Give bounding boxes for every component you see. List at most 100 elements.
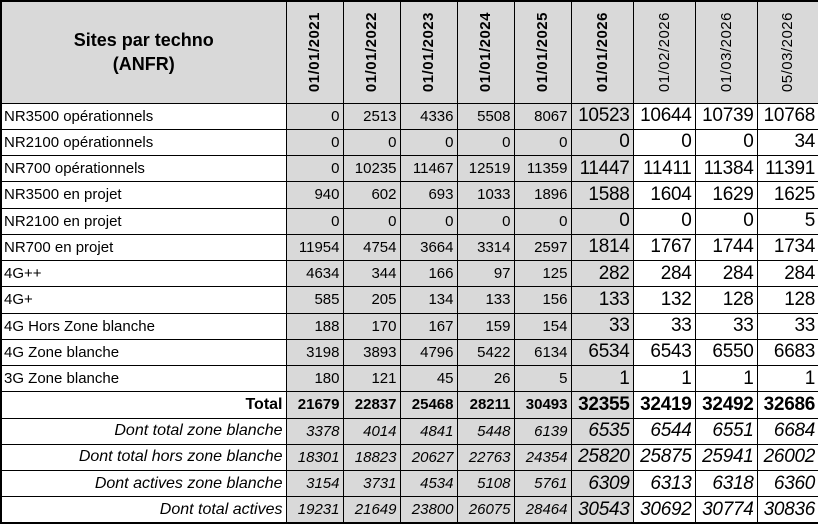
cell-value: 25468	[399, 391, 458, 419]
cell-value: 6684	[756, 417, 818, 445]
cell-value: 1625	[756, 181, 818, 209]
cell-value: 11447	[570, 154, 634, 183]
cell-value: 6134	[513, 338, 572, 367]
row-label: 4G+	[0, 286, 287, 314]
cell-value: 6551	[694, 417, 758, 445]
cell-value: 0	[694, 128, 758, 157]
cell-value: 18823	[342, 443, 401, 472]
cell-value: 4841	[399, 417, 458, 445]
table-row: Dont total zone blanche 3378 4014 4841 5448 6…	[0, 417, 818, 445]
cell-value: 282	[570, 259, 634, 288]
cell-value: 26075	[456, 496, 515, 524]
cell-value: 11954	[285, 233, 344, 262]
header-row: Sites par techno (ANFR) 01/01/2021 01/01/…	[0, 0, 818, 104]
row-label: 3G Zone blanche	[0, 364, 287, 393]
cell-value: 134	[399, 286, 458, 314]
cell-value: 24354	[513, 443, 572, 472]
column-header: 01/01/2025	[513, 0, 572, 104]
cell-value: 28211	[456, 391, 515, 419]
row-label: NR700 opérationnels	[0, 154, 287, 183]
cell-value: 22763	[456, 443, 515, 472]
cell-value: 18301	[285, 443, 344, 472]
cell-value: 3731	[342, 469, 401, 498]
cell-value: 25820	[570, 443, 634, 472]
cell-value: 45	[399, 364, 458, 393]
cell-value: 10523	[570, 102, 634, 130]
cell-value: 170	[342, 312, 401, 340]
cell-value: 693	[399, 181, 458, 209]
row-label: Dont total hors zone blanche	[0, 443, 287, 472]
table-row: NR2100 en projet 0 0 0 0 0 0 0 0 5	[0, 207, 818, 235]
cell-value: 11391	[756, 154, 818, 183]
cell-value: 3198	[285, 338, 344, 367]
cell-value: 1033	[456, 181, 515, 209]
cell-value: 10768	[756, 102, 818, 130]
cell-value: 5108	[456, 469, 515, 498]
cell-value: 30836	[756, 496, 818, 524]
cell-value: 0	[285, 154, 344, 183]
cell-value: 1604	[632, 181, 696, 209]
cell-value: 23800	[399, 496, 458, 524]
cell-value: 133	[570, 286, 634, 314]
cell-value: 121	[342, 364, 401, 393]
cell-value: 6550	[694, 338, 758, 367]
cell-value: 4014	[342, 417, 401, 445]
cell-value: 6360	[756, 469, 818, 498]
cell-value: 10235	[342, 154, 401, 183]
cell-value: 5	[756, 207, 818, 235]
cell-value: 3664	[399, 233, 458, 262]
cell-value: 1814	[570, 233, 634, 262]
cell-value: 19231	[285, 496, 344, 524]
cell-value: 32355	[570, 391, 634, 419]
cell-value: 33	[570, 312, 634, 340]
column-header: 01/01/2023	[399, 0, 458, 104]
cell-value: 21649	[342, 496, 401, 524]
cell-value: 33	[756, 312, 818, 340]
column-header: 01/01/2026	[570, 0, 634, 104]
cell-value: 0	[513, 207, 572, 235]
cell-value: 4634	[285, 259, 344, 288]
column-header-date: 01/01/2025	[534, 12, 551, 93]
cell-value: 3893	[342, 338, 401, 367]
cell-value: 1744	[694, 233, 758, 262]
cell-value: 284	[756, 259, 818, 288]
row-label: NR3500 opérationnels	[0, 102, 287, 130]
cell-value: 6313	[632, 469, 696, 498]
row-label: Total	[0, 391, 287, 419]
cell-value: 6139	[513, 417, 572, 445]
cell-value: 0	[632, 128, 696, 157]
cell-value: 154	[513, 312, 572, 340]
cell-value: 32686	[756, 391, 818, 419]
cell-value: 585	[285, 286, 344, 314]
cell-value: 1767	[632, 233, 696, 262]
table-row: NR3500 en projet 940 602 693 1033 1896 1588 160…	[0, 181, 818, 209]
cell-value: 133	[456, 286, 515, 314]
table-row: NR3500 opérationnels 0 2513 4336 5508 8067 105…	[0, 102, 818, 130]
cell-value: 11384	[694, 154, 758, 183]
cell-value: 0	[285, 128, 344, 157]
cell-value: 6318	[694, 469, 758, 498]
column-header: 01/01/2021	[285, 0, 344, 104]
cell-value: 6309	[570, 469, 634, 498]
table-row: NR700 opérationnels 0 10235 11467 12519 11359…	[0, 154, 818, 183]
cell-value: 6683	[756, 338, 818, 367]
cell-value: 30543	[570, 496, 634, 524]
column-header-date: 01/01/2023	[420, 12, 437, 93]
column-header: 01/03/2026	[694, 0, 758, 104]
cell-value: 4336	[399, 102, 458, 130]
cell-value: 0	[399, 207, 458, 235]
table-row: 4G Hors Zone blanche 188 170 167 159 154 33 33 3…	[0, 312, 818, 340]
cell-value: 284	[632, 259, 696, 288]
cell-value: 2597	[513, 233, 572, 262]
cell-value: 3154	[285, 469, 344, 498]
cell-value: 0	[285, 207, 344, 235]
column-header-date: 01/01/2024	[477, 12, 494, 93]
cell-value: 32492	[694, 391, 758, 419]
cell-value: 0	[513, 128, 572, 157]
table-row: Dont total actives 19231 21649 23800 26075 28…	[0, 496, 818, 524]
cell-value: 602	[342, 181, 401, 209]
cell-value: 5422	[456, 338, 515, 367]
cell-value: 5761	[513, 469, 572, 498]
